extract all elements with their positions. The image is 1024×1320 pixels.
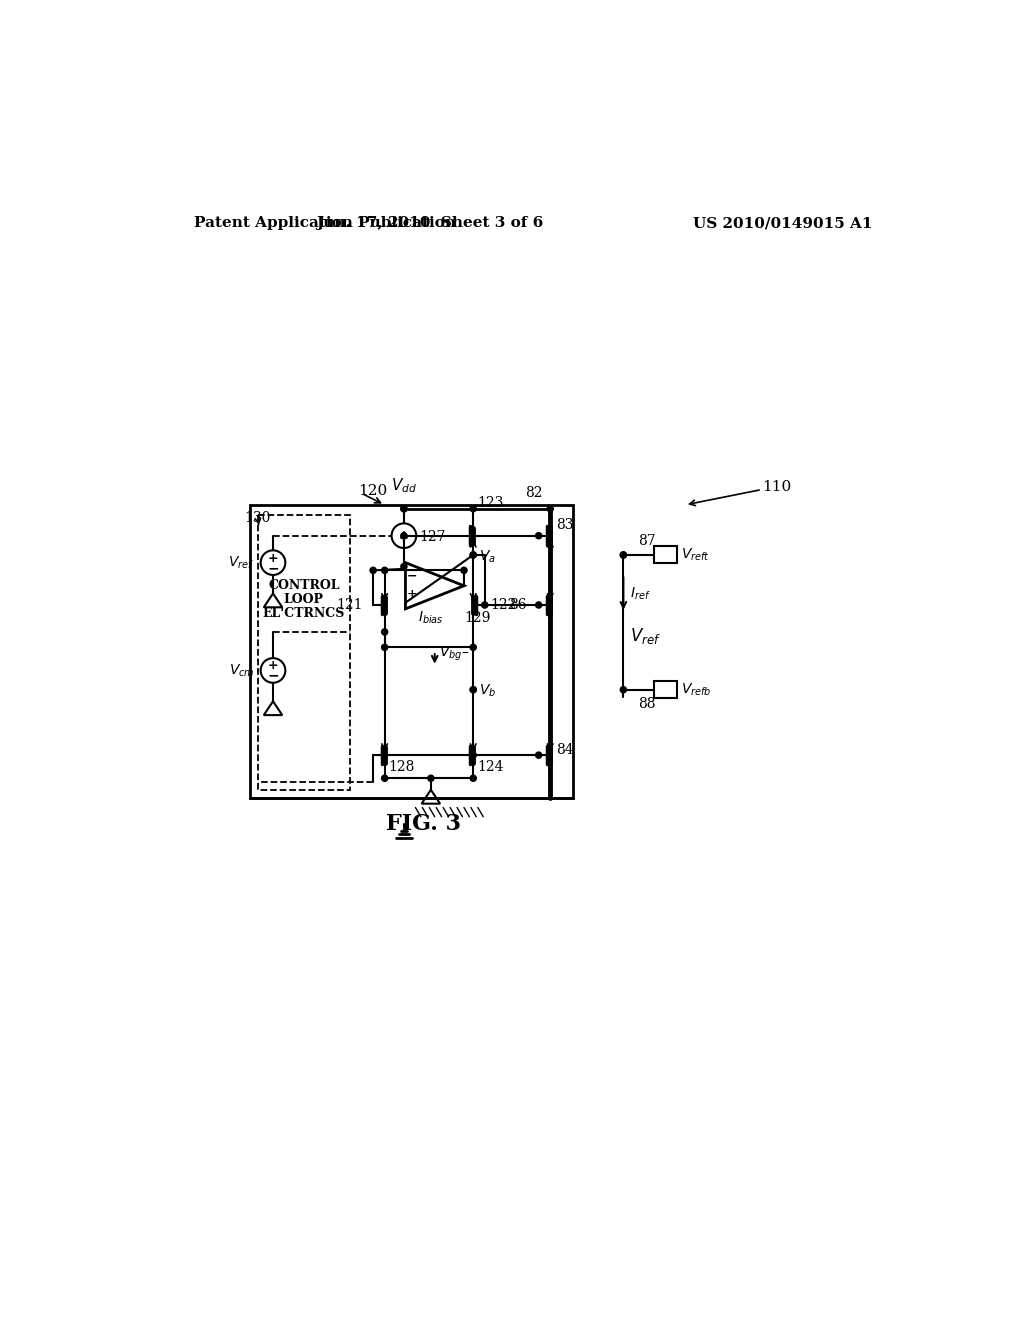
- Text: 122: 122: [490, 598, 516, 612]
- Text: 127: 127: [419, 531, 445, 544]
- Text: 123: 123: [477, 495, 504, 510]
- Circle shape: [536, 532, 542, 539]
- Text: $V_{refb}$: $V_{refb}$: [681, 681, 712, 698]
- Text: $V_a$: $V_a$: [478, 548, 496, 565]
- Circle shape: [382, 628, 388, 635]
- Circle shape: [621, 686, 627, 693]
- Circle shape: [470, 686, 476, 693]
- Circle shape: [536, 752, 542, 758]
- Text: 86: 86: [510, 598, 527, 612]
- Text: $V_{reft}$: $V_{reft}$: [681, 546, 710, 564]
- Circle shape: [547, 506, 553, 512]
- Circle shape: [400, 506, 407, 512]
- Text: FIG. 3: FIG. 3: [386, 813, 461, 836]
- Circle shape: [470, 644, 476, 651]
- Text: 84: 84: [556, 743, 574, 756]
- Circle shape: [621, 552, 627, 558]
- Text: +: +: [407, 589, 417, 602]
- Text: −: −: [407, 570, 417, 583]
- Text: $V_{ref}$: $V_{ref}$: [228, 554, 255, 570]
- Text: $V_b$: $V_b$: [478, 682, 496, 700]
- Text: 83: 83: [556, 517, 573, 532]
- Circle shape: [382, 775, 388, 781]
- Circle shape: [470, 775, 476, 781]
- Text: −: −: [267, 669, 279, 682]
- Text: $V_{cm}$: $V_{cm}$: [229, 663, 255, 678]
- Text: 129: 129: [464, 611, 490, 626]
- Polygon shape: [654, 546, 677, 564]
- Circle shape: [621, 552, 627, 558]
- Text: Jun. 17, 2010  Sheet 3 of 6: Jun. 17, 2010 Sheet 3 of 6: [315, 216, 543, 230]
- Text: 87: 87: [638, 535, 655, 548]
- Text: 120: 120: [357, 484, 387, 498]
- Text: 130: 130: [245, 511, 271, 525]
- Text: −: −: [267, 561, 279, 576]
- Text: 124: 124: [477, 760, 504, 774]
- Text: $I_{ref}$: $I_{ref}$: [630, 585, 650, 602]
- Circle shape: [428, 775, 434, 781]
- Text: $V_{dd}$: $V_{dd}$: [391, 477, 417, 495]
- Circle shape: [470, 686, 476, 693]
- Circle shape: [470, 752, 476, 758]
- Text: Patent Application Publication: Patent Application Publication: [194, 216, 456, 230]
- Circle shape: [400, 506, 407, 512]
- Text: LOOP: LOOP: [284, 593, 324, 606]
- Text: EL'CTRNCS: EL'CTRNCS: [262, 607, 345, 620]
- Text: 82: 82: [525, 486, 543, 500]
- Text: CONTROL: CONTROL: [268, 579, 340, 593]
- Circle shape: [370, 568, 376, 573]
- Text: +: +: [267, 659, 279, 672]
- Text: 110: 110: [762, 480, 792, 494]
- Text: $V_{bg}$–: $V_{bg}$–: [438, 644, 469, 663]
- Text: $I_{bias}$: $I_{bias}$: [418, 610, 443, 626]
- Circle shape: [382, 568, 388, 573]
- Text: 88: 88: [638, 697, 655, 710]
- Text: $V_{ref}$: $V_{ref}$: [630, 626, 660, 645]
- Circle shape: [536, 602, 542, 609]
- Circle shape: [400, 564, 407, 570]
- Text: 128: 128: [388, 760, 415, 774]
- Circle shape: [481, 602, 487, 609]
- Circle shape: [461, 568, 467, 573]
- Circle shape: [382, 644, 388, 651]
- Text: +: +: [267, 552, 279, 565]
- Text: US 2010/0149015 A1: US 2010/0149015 A1: [692, 216, 872, 230]
- Circle shape: [400, 532, 407, 539]
- Circle shape: [470, 552, 476, 557]
- Polygon shape: [654, 681, 677, 698]
- Circle shape: [470, 552, 476, 558]
- Text: 121: 121: [337, 598, 364, 612]
- Circle shape: [470, 506, 476, 512]
